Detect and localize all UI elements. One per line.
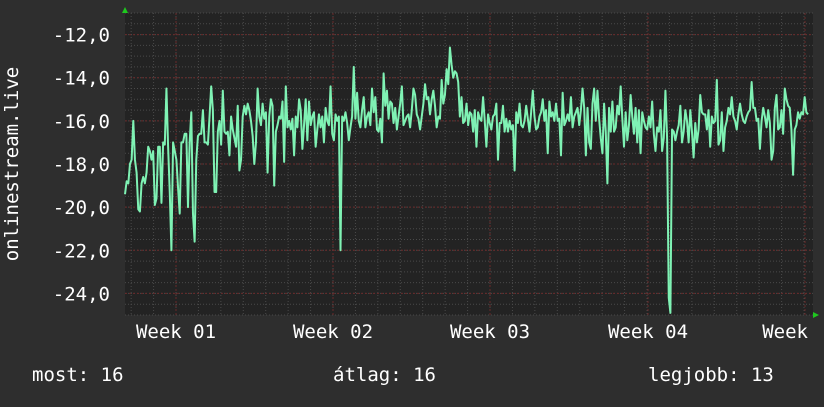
y-tick-label: -16,0 xyxy=(53,111,110,133)
y-tick-label: -24,0 xyxy=(53,283,110,305)
y-tick-label: -12,0 xyxy=(53,25,110,47)
y-tick-label: -20,0 xyxy=(53,197,110,219)
stat-max: legjobb: 13 xyxy=(648,364,774,386)
x-tick-label: Week xyxy=(762,321,808,343)
y-axis-label: onlinestream.live xyxy=(1,67,23,261)
x-tick-label: Week 03 xyxy=(450,321,530,343)
y-tick-label: -14,0 xyxy=(53,68,110,90)
stat-current: most: 16 xyxy=(32,364,124,386)
x-tick-label: Week 01 xyxy=(136,321,216,343)
y-tick-label: -22,0 xyxy=(53,240,110,262)
series-line xyxy=(124,46,809,314)
x-tick-label: Week 02 xyxy=(293,321,373,343)
y-axis-arrow-icon xyxy=(122,7,128,13)
y-tick-label: -18,0 xyxy=(53,154,110,176)
x-axis-ticks: Week 01 Week 02 Week 03 Week 04 Week xyxy=(136,321,809,343)
stat-average: átlag: 16 xyxy=(333,364,436,386)
x-tick-label: Week 04 xyxy=(608,321,688,343)
x-axis-arrow-icon xyxy=(813,312,819,318)
y-axis-ticks: -12,0 -14,0 -16,0 -18,0 -20,0 -22,0 -24,0 xyxy=(53,25,110,306)
